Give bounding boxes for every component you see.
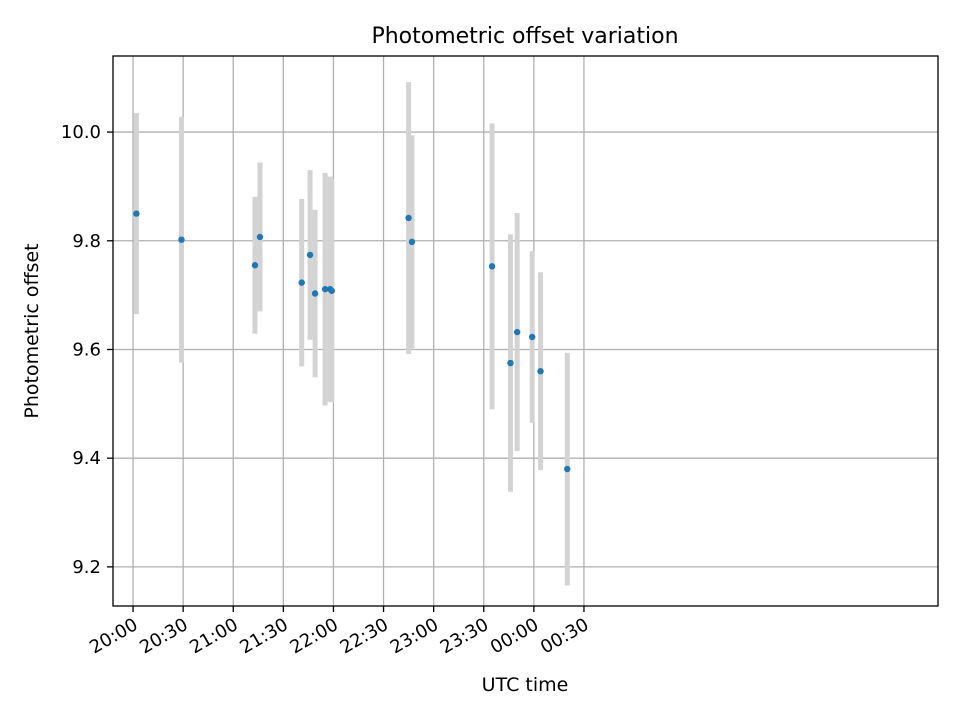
data-point [306, 251, 314, 259]
data-point [311, 290, 319, 297]
y-tick-label: 10.0 [61, 122, 101, 143]
x-axis-label: UTC time [482, 674, 569, 696]
y-axis-label: Photometric offset [21, 243, 43, 418]
data-point [528, 333, 536, 341]
data-point [321, 285, 329, 293]
data-point [564, 465, 571, 473]
y-tick-label: 9.6 [72, 339, 101, 360]
data-point [251, 262, 259, 269]
data-point [133, 210, 140, 217]
data-point [328, 287, 335, 294]
data-points [133, 210, 571, 473]
data-point [178, 236, 185, 243]
data-point [537, 368, 544, 375]
y-tick-label: 9.4 [72, 448, 101, 469]
y-tick-label: 9.8 [72, 231, 101, 252]
data-point [408, 238, 416, 246]
plot-frame [112, 55, 939, 607]
chart-title: Photometric offset variation [371, 24, 678, 49]
y-tick-label: 9.2 [72, 557, 101, 578]
data-point [507, 359, 514, 367]
data-point [298, 279, 305, 286]
data-point [513, 328, 521, 336]
data-point [256, 233, 264, 241]
data-point [488, 263, 496, 270]
data-point [405, 214, 412, 222]
y-axis-ticks: 9.2 9.4 9.6 9.8 10.0 [61, 122, 113, 578]
